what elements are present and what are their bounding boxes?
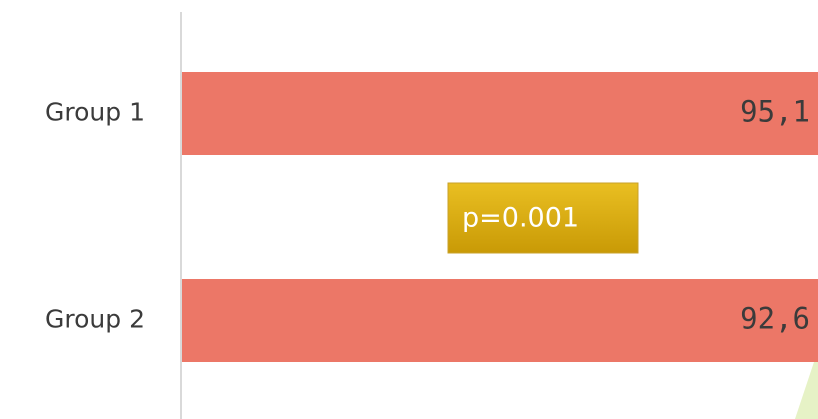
value-label: 95,1 <box>740 95 810 129</box>
bar <box>182 279 818 362</box>
bars: Group 1 95,1 Group 2 92,6 <box>45 72 818 362</box>
category-label: Group 1 <box>45 98 145 127</box>
bar <box>182 72 818 155</box>
annotation: p=0.001 <box>447 182 639 254</box>
decoration <box>795 350 818 419</box>
annotation-box <box>447 182 639 254</box>
value-label: 92,6 <box>740 302 810 336</box>
category-label: Group 2 <box>45 305 145 334</box>
annotation-text: p=0.001 <box>462 203 579 234</box>
